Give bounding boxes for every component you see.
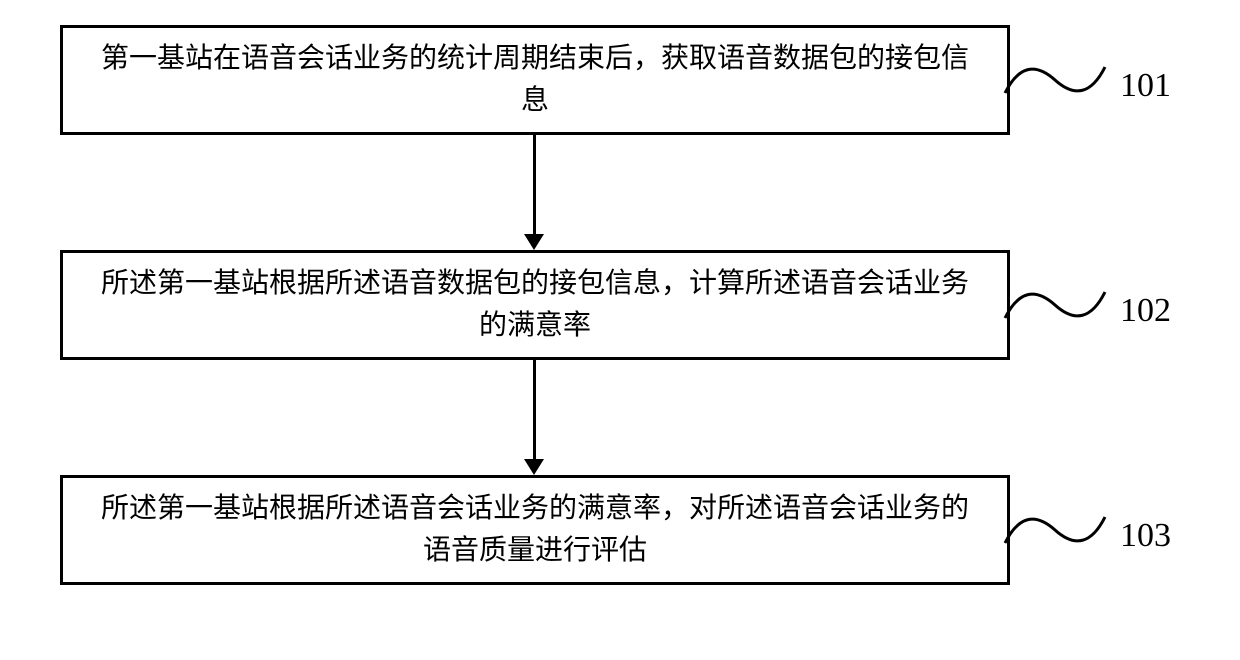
flowchart-arrow-head-icon [524, 234, 544, 250]
connector-wave-icon [1000, 505, 1115, 560]
flowchart-arrow-head-icon [524, 459, 544, 475]
flowchart-step-box: 所述第一基站根据所述语音会话业务的满意率，对所述语音会话业务的语音质量进行评估 [60, 475, 1010, 585]
flowchart-step-box: 第一基站在语音会话业务的统计周期结束后，获取语音数据包的接包信息 [60, 25, 1010, 135]
flowchart-step-text: 所述第一基站根据所述语音会话业务的满意率，对所述语音会话业务的语音质量进行评估 [93, 488, 977, 572]
flowchart-arrow [533, 135, 536, 234]
flowchart-arrow [533, 360, 536, 459]
flowchart-step-label: 102 [1120, 292, 1171, 330]
flowchart-step-text: 所述第一基站根据所述语音数据包的接包信息，计算所述语音会话业务的满意率 [93, 263, 977, 347]
flowchart-step-box: 所述第一基站根据所述语音数据包的接包信息，计算所述语音会话业务的满意率 [60, 250, 1010, 360]
connector-wave-icon [1000, 280, 1115, 335]
flowchart-step-text: 第一基站在语音会话业务的统计周期结束后，获取语音数据包的接包信息 [93, 38, 977, 122]
flowchart-step-label: 101 [1120, 67, 1171, 105]
flowchart-step-label: 103 [1120, 517, 1171, 555]
connector-wave-icon [1000, 55, 1115, 110]
